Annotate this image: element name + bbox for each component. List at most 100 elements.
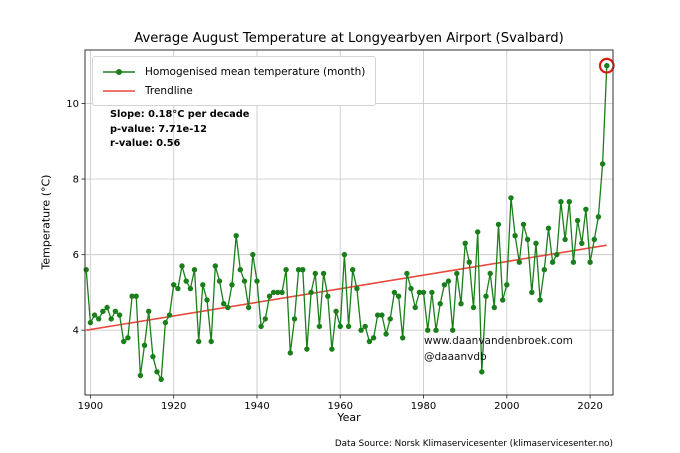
temperature-point [541, 267, 547, 273]
temperature-point [408, 285, 414, 292]
temperature-point [112, 308, 119, 314]
temperature-point [91, 312, 98, 318]
y-tick-label: 10 [66, 99, 79, 110]
temperature-point [395, 293, 402, 299]
data-source-note: Data Source: Norsk Klimaservicesenter (k… [334, 439, 613, 449]
temperature-point [400, 335, 406, 341]
temperature-point [208, 338, 214, 345]
temperature-point [404, 270, 410, 277]
temperature-point [500, 297, 506, 303]
temperature-point [429, 289, 435, 296]
temperature-point [291, 316, 298, 322]
temperature-point [354, 285, 360, 292]
temperature-line [85, 65, 608, 380]
temperature-point [175, 285, 181, 292]
temperature-point [329, 346, 335, 352]
temperature-point [370, 335, 377, 341]
temperature-point [549, 259, 556, 265]
temperature-point [308, 289, 314, 296]
temperature-point [233, 233, 239, 239]
temperature-point [583, 206, 589, 212]
temperature-point [116, 312, 123, 318]
temperature-point [475, 229, 481, 235]
stats-annotation: Slope: 0.18°C per decade p-value: 7.71e-… [110, 108, 249, 152]
legend-entry-series: Homogenised mean temperature (month) [101, 62, 365, 81]
y-tick-label: 8 [73, 175, 79, 186]
temperature-point [337, 323, 343, 330]
x-axis-label: Year [337, 411, 361, 424]
temperature-point [87, 319, 94, 326]
temperature-point [158, 376, 164, 382]
temperature-point [237, 267, 243, 273]
temperature-point [283, 267, 289, 273]
temperature-point [508, 195, 514, 201]
temperature-point [83, 267, 89, 273]
legend-trendline-sample [103, 89, 135, 92]
temperature-point [562, 236, 568, 243]
y-axis-label: Temperature (°C) [39, 174, 53, 270]
temperature-point [350, 267, 356, 273]
temperature-point [212, 263, 218, 269]
temperature-point [275, 289, 281, 296]
temperature-point [225, 304, 231, 311]
temperature-point [183, 278, 189, 284]
temperature-point [450, 327, 456, 333]
temperature-point [146, 308, 152, 314]
temperature-point [266, 293, 273, 299]
temperature-point [387, 316, 393, 322]
temperature-point [104, 304, 110, 311]
temperature-point [470, 304, 477, 311]
temperature-point [570, 259, 577, 265]
temperature-point [304, 346, 310, 352]
temperature-point [262, 316, 268, 322]
temperature-point [462, 240, 468, 246]
temperature-point [587, 259, 593, 265]
temperature-point [533, 240, 539, 246]
p-value-text: p-value: 7.71e-12 [110, 123, 207, 135]
temperature-point [100, 308, 106, 314]
temperature-point [558, 199, 564, 205]
x-tick-label: 2020 [577, 401, 602, 412]
temperature-point [520, 221, 527, 228]
legend-label-trendline: Trendline [145, 84, 193, 97]
temperature-point [345, 323, 352, 330]
temperature-point [554, 251, 560, 258]
temperature-point [341, 251, 348, 258]
temperature-point [375, 312, 381, 318]
temperature-point [216, 278, 223, 284]
temperature-point [125, 335, 131, 341]
temperature-point [445, 278, 452, 284]
temperature-point [491, 304, 497, 311]
y-tick-label: 4 [73, 326, 79, 337]
temperature-point [196, 338, 202, 345]
temperature-point [333, 308, 339, 314]
temperature-point [391, 289, 398, 296]
r-value-text: r-value: 0.56 [110, 138, 181, 150]
temperature-point [150, 353, 156, 360]
temperature-point [279, 289, 285, 296]
temperature-point [566, 199, 572, 205]
legend-line-marker-sample [103, 68, 135, 75]
temperature-point [295, 267, 302, 273]
temperature-point [545, 225, 552, 231]
temperature-point [512, 233, 518, 239]
temperature-point [504, 282, 510, 288]
temperature-point [466, 259, 472, 265]
temperature-point [316, 323, 323, 330]
temperature-point [250, 251, 256, 258]
temperature-point [516, 259, 522, 265]
x-tick-label: 1940 [244, 401, 269, 412]
temperature-point [96, 316, 102, 322]
temperature-point [591, 236, 597, 243]
temperature-point [574, 217, 581, 224]
temperature-point [366, 338, 373, 345]
temperature-point [300, 267, 306, 273]
temperature-point [254, 278, 260, 284]
temperature-point [245, 304, 252, 311]
temperature-point [479, 369, 485, 375]
temperature-point [108, 316, 114, 322]
x-tick-label: 1900 [78, 401, 103, 412]
temperature-point [441, 282, 448, 288]
chart-title: Average August Temperature at Longyearby… [134, 31, 564, 46]
